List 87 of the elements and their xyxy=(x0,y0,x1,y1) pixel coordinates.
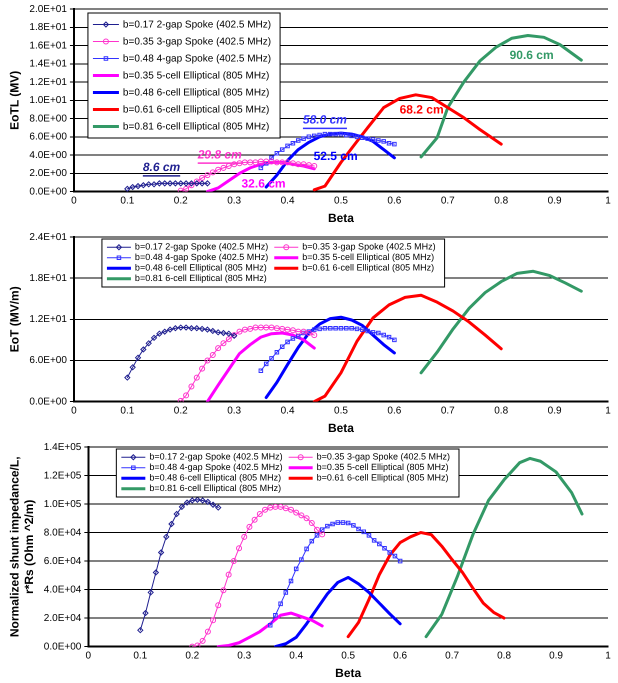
y-tick-label: 1.4E+01 xyxy=(29,58,68,70)
x-tick-label: 1 xyxy=(605,405,612,416)
y-tick-label: 1.0E+01 xyxy=(29,95,68,106)
legend-label: b=0.61 6-cell Elliptical (805 MHz) xyxy=(302,262,434,273)
x-axis-title: Beta xyxy=(328,421,354,436)
x-tick-label: 0.3 xyxy=(227,405,242,416)
legend-label: b=0.35 3-gap Spoke (402.5 MHz) xyxy=(316,452,450,462)
y-tick-label: 0.0E+00 xyxy=(44,641,82,652)
legend-label: b=0.35 5-cell Elliptical (805 MHz) xyxy=(122,70,270,82)
x-axis-title: Beta xyxy=(335,666,362,680)
x-tick-label: 0.5 xyxy=(334,195,348,206)
annotation: 68.2 cm xyxy=(400,102,444,117)
legend-label: b=0.35 5-cell Elliptical (805 MHz) xyxy=(302,252,434,262)
legend-label: b=0.48 6-cell Elliptical (805 MHz) xyxy=(134,262,267,273)
x-tick-label: 0 xyxy=(71,195,78,206)
legend-label: b=0.35 3-gap Spoke (402.5 MHz) xyxy=(302,242,436,252)
x-tick-label: 0.4 xyxy=(280,195,295,206)
y-axis-title: EoT (MV/m) xyxy=(8,286,22,352)
y-tick-label: 1.2E+01 xyxy=(29,76,68,88)
legend-label: b=0.61 6-cell Elliptical (805 MHz) xyxy=(122,104,270,116)
legend-label: b=0.81 6-cell Elliptical (805 MHz) xyxy=(134,273,267,284)
x-tick-label: 0.5 xyxy=(334,405,348,416)
y-tick-label: 1.8E+01 xyxy=(29,272,68,284)
x-tick-label: 0.4 xyxy=(280,405,295,416)
annotation: 8.6 cm xyxy=(142,160,181,174)
x-tick-label: 0.8 xyxy=(494,405,509,416)
x-tick-label: 0.2 xyxy=(174,405,188,416)
x-tick-label: 0.1 xyxy=(133,650,148,662)
x-tick-label: 0.1 xyxy=(120,405,135,416)
legend-label: b=0.17 2-gap Spoke (402.5 MHz) xyxy=(134,242,268,252)
x-tick-label: 0.4 xyxy=(289,650,304,662)
y-tick-label: 1.0E+05 xyxy=(44,498,82,510)
x-tick-label: 0.7 xyxy=(440,195,456,206)
x-tick-label: 0.7 xyxy=(445,650,460,662)
annotation: 90.6 cm xyxy=(510,48,554,62)
x-tick-label: 0.3 xyxy=(227,195,242,206)
x-tick-label: 0.9 xyxy=(548,405,562,416)
x-tick-label: 0.9 xyxy=(548,195,562,206)
x-tick-label: 0.7 xyxy=(440,405,456,416)
legend-label: b=0.17 2-gap Spoke (402.5 MHz) xyxy=(149,452,283,462)
x-tick-label: 0.5 xyxy=(341,650,356,662)
x-tick-label: 0.6 xyxy=(393,650,408,662)
legend-label: b=0.61 6-cell Elliptical (805 MHz) xyxy=(316,472,448,483)
legend-label: b=0.81 6-cell Elliptical (805 MHz) xyxy=(122,121,270,132)
x-tick-label: 0.6 xyxy=(387,405,402,416)
y-tick-label: 4.0E+04 xyxy=(44,584,82,596)
legend-label: b=0.48 6-cell Elliptical (805 MHz) xyxy=(122,87,270,98)
y-tick-label: 2.0E+01 xyxy=(29,4,68,15)
legend-label: b=0.35 5-cell Elliptical (805 MHz) xyxy=(316,462,448,472)
x-tick-label: 0.6 xyxy=(387,195,402,206)
legend-label: b=0.48 4-gap Spoke (402.5 MHz) xyxy=(134,252,268,262)
y-axis-title: EoTL (MV) xyxy=(8,70,22,130)
x-tick-label: 0 xyxy=(86,650,92,662)
x-tick-label: 0.1 xyxy=(120,195,135,206)
y-tick-label: 1.8E+01 xyxy=(29,22,68,34)
y-tick-label: 8.0E+04 xyxy=(44,527,82,538)
x-tick-label: 0.2 xyxy=(185,650,200,662)
x-tick-label: 1 xyxy=(605,650,612,662)
y-tick-label: 2.0E+04 xyxy=(44,612,82,624)
x-tick-label: 1 xyxy=(605,195,612,206)
y-tick-label: 1.4E+05 xyxy=(44,442,82,453)
x-tick-label: 0.2 xyxy=(174,195,188,206)
y-tick-label: 6.0E+00 xyxy=(29,355,68,366)
x-tick-label: 0.9 xyxy=(549,650,564,662)
legend-label: b=0.35 3-gap Spoke (402.5 MHz) xyxy=(122,36,272,48)
legend-label: b=0.48 4-gap Spoke (402.5 MHz) xyxy=(122,53,272,64)
y-tick-label: 8.0E+00 xyxy=(29,113,68,124)
y-tick-label: 2.0E+00 xyxy=(29,168,68,180)
x-tick-label: 0.8 xyxy=(494,195,509,206)
legend-label: b=0.81 6-cell Elliptical (805 MHz) xyxy=(149,483,282,494)
y-tick-label: 1.6E+01 xyxy=(29,40,68,52)
y-tick-label: 2.4E+01 xyxy=(29,232,68,243)
y-tick-label: 1.2E+05 xyxy=(44,470,82,482)
y-tick-label: 6.0E+00 xyxy=(29,132,68,143)
y-axis-title: Normalized shunt impedance/L, r*Rs (Ohm ^2/m) xyxy=(8,456,36,638)
legend-label: b=0.48 4-gap Spoke (402.5 MHz) xyxy=(149,462,283,472)
x-axis-title: Beta xyxy=(328,211,354,226)
legend-label: b=0.48 6-cell Elliptical (805 MHz) xyxy=(149,472,282,483)
y-tick-label: 6.0E+04 xyxy=(44,556,82,567)
y-tick-label: 4.0E+00 xyxy=(29,150,68,161)
y-tick-label: 1.2E+01 xyxy=(29,314,68,326)
legend-label: b=0.17 2-gap Spoke (402.5 MHz) xyxy=(122,19,272,30)
y-tick-label: 0.0E+00 xyxy=(29,186,68,198)
x-tick-label: 0.3 xyxy=(237,650,252,662)
x-tick-label: 0.8 xyxy=(497,650,512,662)
x-tick-label: 0 xyxy=(71,405,78,416)
y-tick-label: 0.0E+00 xyxy=(29,396,68,408)
